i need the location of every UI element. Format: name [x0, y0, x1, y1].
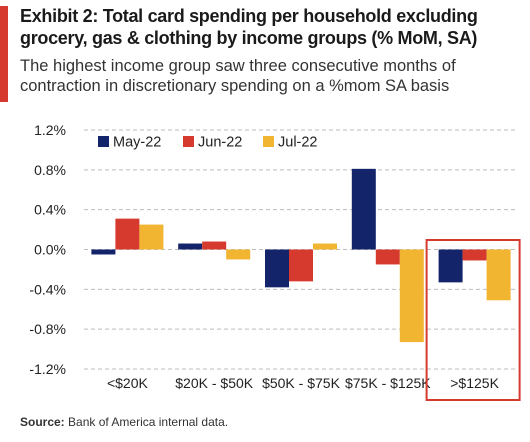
accent-bar [0, 6, 8, 102]
source-note: Source: Bank of America internal data. [20, 415, 228, 429]
legend-swatch [183, 136, 194, 147]
x-tick-label: >$125K [450, 375, 499, 391]
source-label: Source: [20, 415, 65, 429]
bar [289, 249, 313, 282]
x-tick-label: $75K - $125K [345, 375, 431, 391]
x-tick-label: <$20K [107, 375, 149, 391]
bar [438, 249, 463, 283]
bar [265, 249, 289, 288]
bar [313, 243, 337, 250]
chart-title: Exhibit 2: Total card spending per house… [20, 6, 478, 48]
bar [226, 249, 251, 260]
legend-label: Jun-22 [198, 135, 242, 151]
y-tick-label: 1.2% [34, 122, 66, 138]
legend-label: May-22 [113, 135, 161, 151]
bar [375, 249, 400, 265]
bar [462, 249, 487, 261]
chart-subtitle: The highest income group saw three conse… [20, 57, 456, 95]
y-tick-label: -1.2% [29, 361, 66, 377]
y-tick-label: 0.0% [34, 242, 66, 258]
highlight-box [425, 239, 521, 401]
bar [202, 241, 227, 250]
legend-swatch [263, 136, 274, 147]
y-tick-label: -0.8% [29, 321, 66, 337]
legend-swatch [98, 136, 109, 147]
bar [139, 224, 164, 250]
bar [115, 218, 140, 250]
bar [399, 249, 424, 343]
y-tick-label: 0.4% [34, 202, 66, 218]
legend-label: Jul-22 [278, 135, 318, 151]
x-tick-label: $50K - $75K [262, 375, 340, 391]
y-tick-label: -0.4% [29, 281, 66, 297]
y-tick-label: 0.8% [34, 162, 66, 178]
bar [351, 168, 376, 250]
bar [91, 249, 116, 255]
source-text: Bank of America internal data. [68, 415, 229, 429]
x-tick-label: $20K - $50K [175, 375, 253, 391]
bar [486, 249, 511, 301]
bar [178, 243, 203, 250]
